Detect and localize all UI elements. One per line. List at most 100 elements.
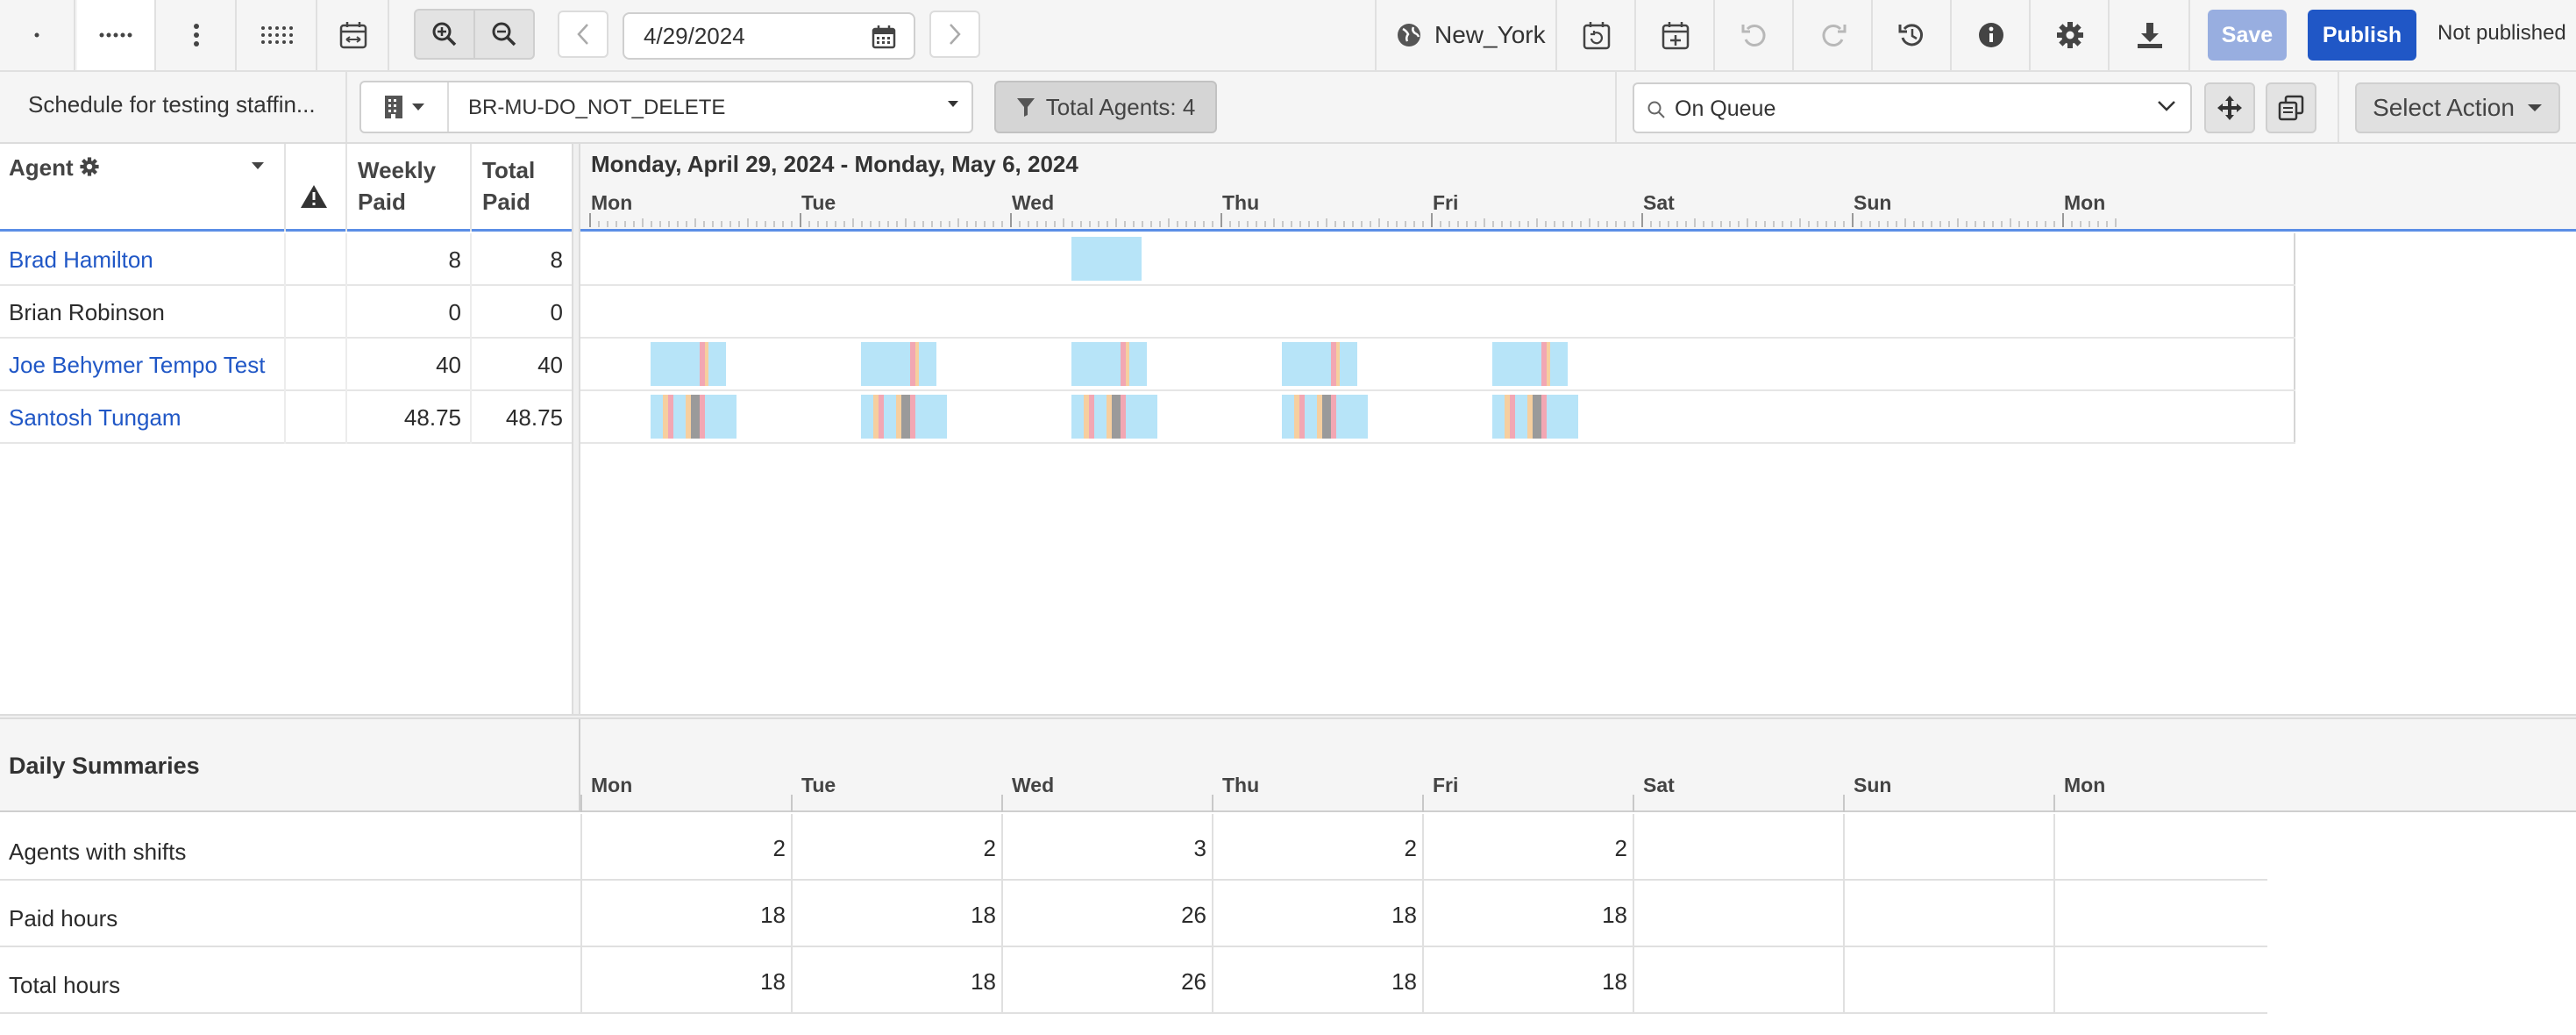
download-icon — [2138, 23, 2162, 48]
shift-block[interactable] — [1071, 395, 1157, 439]
summary-day-label: Sat — [1643, 774, 1675, 796]
agent-name[interactable]: Santosh Tungam — [9, 404, 181, 431]
agent-name[interactable]: Joe Behymer Tempo Test — [9, 352, 266, 378]
summary-value: 2 — [1404, 835, 1417, 861]
dot-grid-icon — [261, 26, 293, 44]
copy-button[interactable] — [2266, 82, 2316, 133]
density-grid-button[interactable] — [238, 0, 317, 70]
redo-button[interactable] — [1796, 0, 1873, 70]
shift-block[interactable] — [651, 342, 726, 386]
save-button[interactable]: Save — [2208, 10, 2287, 61]
calendar-add-icon — [1662, 22, 1690, 50]
select-action-dropdown[interactable]: Select Action — [2355, 82, 2560, 133]
pane-splitter[interactable] — [572, 144, 580, 716]
undo-button[interactable] — [1717, 0, 1794, 70]
hour-tick — [817, 221, 819, 227]
total-paid-value: 48.75 — [505, 404, 563, 431]
hour-tick — [1896, 221, 1897, 227]
summary-day-label: Thu — [1222, 774, 1260, 796]
previous-week-button[interactable] — [558, 11, 608, 58]
weekly-paid-value: 8 — [448, 246, 461, 273]
caret-down-icon — [948, 101, 958, 107]
summary-day-divider — [1633, 795, 1634, 812]
reschedule-button[interactable] — [1559, 0, 1636, 70]
gear-icon[interactable] — [79, 156, 100, 177]
hour-tick — [1466, 221, 1468, 227]
hour-tick — [2071, 221, 2073, 227]
hour-tick — [1527, 221, 1529, 227]
zoom-in-icon — [432, 22, 457, 46]
hour-tick — [1808, 221, 1810, 227]
column-divider — [470, 391, 472, 444]
activity-segment — [1107, 395, 1112, 439]
activity-segment — [1322, 395, 1331, 439]
summary-row: Agents with shifts 2 2 3 2 2 — [0, 814, 2267, 881]
summary-day-divider — [580, 795, 582, 812]
hour-tick — [703, 221, 705, 227]
week-view-button[interactable] — [319, 0, 389, 70]
building-menu-button[interactable] — [361, 82, 449, 132]
download-button[interactable] — [2111, 0, 2190, 70]
activity-filter-select[interactable]: On Queue — [1633, 82, 2192, 133]
summary-splitter[interactable] — [0, 714, 2576, 719]
caret-down-icon[interactable] — [251, 161, 265, 170]
activity-segment — [691, 395, 700, 439]
hour-tick — [1431, 213, 1433, 227]
hour-tick — [1799, 218, 1801, 227]
schedule-row — [580, 339, 2295, 391]
timezone-button[interactable]: New_York — [1375, 0, 1557, 70]
hour-tick — [1440, 221, 1441, 227]
shift-block[interactable] — [651, 395, 737, 439]
agent-row[interactable]: Brian Robinson 0 0 — [0, 286, 573, 339]
hour-tick — [1229, 221, 1231, 227]
hour-tick — [914, 221, 915, 227]
hour-tick — [721, 221, 722, 227]
density-horizontal-button[interactable] — [77, 0, 156, 70]
shift-block[interactable] — [1492, 395, 1578, 439]
hour-tick — [1825, 221, 1827, 227]
agent-row[interactable]: Brad Hamilton 8 8 — [0, 233, 573, 286]
zoom-in-button[interactable] — [414, 9, 475, 60]
hour-tick — [659, 221, 661, 227]
summary-cell: 18 — [1422, 947, 1633, 1014]
density-small-button[interactable] — [0, 0, 75, 70]
agent-row[interactable]: Santosh Tungam 48.75 48.75 — [0, 391, 573, 444]
date-value: 4/29/2024 — [644, 22, 745, 49]
hour-tick — [1817, 221, 1818, 227]
shift-block[interactable] — [1071, 342, 1147, 386]
info-button[interactable] — [1953, 0, 2031, 70]
summary-value: 18 — [760, 902, 786, 928]
business-unit-select[interactable]: BR-MU-DO_NOT_DELETE — [359, 81, 973, 133]
hour-tick — [1843, 221, 1845, 227]
move-button[interactable] — [2204, 82, 2255, 133]
schedule-date-field[interactable]: 4/29/2024 — [623, 12, 915, 60]
total-paid-column-header[interactable]: Total Paid — [472, 144, 572, 232]
shift-block[interactable] — [1071, 237, 1142, 281]
column-divider — [345, 233, 347, 286]
divider — [1615, 72, 1617, 142]
history-button[interactable] — [1875, 0, 1952, 70]
calendar-icon[interactable] — [872, 25, 896, 49]
activity-segment — [1121, 342, 1126, 386]
chevron-down-icon — [2158, 101, 2175, 111]
shift-block[interactable] — [1282, 342, 1357, 386]
hour-tick — [2010, 218, 2011, 227]
total-agents-filter-button[interactable]: Total Agents: 4 — [994, 81, 1217, 133]
shift-block[interactable] — [1492, 342, 1568, 386]
agent-name[interactable]: Brad Hamilton — [9, 246, 153, 273]
shift-block[interactable] — [861, 395, 947, 439]
agent-row[interactable]: Joe Behymer Tempo Test 40 40 — [0, 339, 573, 391]
summary-cell: 18 — [1422, 881, 1633, 947]
next-week-button[interactable] — [929, 11, 980, 58]
gear-icon — [2057, 22, 2083, 48]
agent-column-header[interactable]: Agent — [0, 144, 286, 232]
weekly-paid-column-header[interactable]: Weekly Paid — [347, 144, 472, 232]
add-schedule-button[interactable] — [1638, 0, 1715, 70]
alert-column-header[interactable] — [286, 144, 347, 232]
publish-button[interactable]: Publish — [2308, 10, 2416, 61]
density-vertical-button[interactable] — [158, 0, 237, 70]
shift-block[interactable] — [1282, 395, 1368, 439]
settings-button[interactable] — [2032, 0, 2110, 70]
zoom-out-button[interactable] — [473, 9, 535, 60]
shift-block[interactable] — [861, 342, 936, 386]
